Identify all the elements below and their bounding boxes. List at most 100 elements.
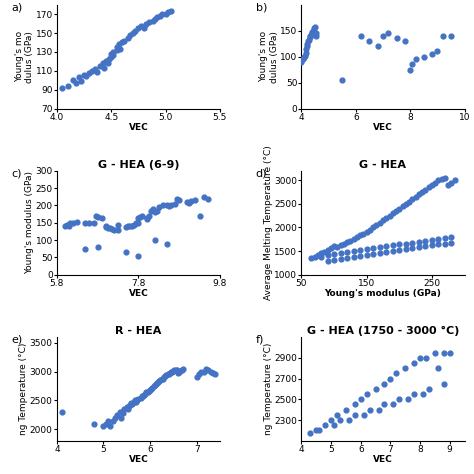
Point (441, 174, 449, 182)
Point (163, 371, 170, 379)
Point (141, 391, 148, 399)
Point (410, 390, 418, 398)
Point (135, 25, 142, 32)
Point (438, 175, 446, 183)
Point (147, 385, 155, 392)
Point (343, 248, 351, 255)
Point (357, 32, 365, 40)
Point (376, 249, 383, 257)
Point (334, 244, 341, 251)
Point (350, 253, 357, 261)
Point (175, 197, 183, 204)
Point (308, 29, 316, 37)
Point (133, 396, 141, 404)
Point (102, 223, 109, 231)
Point (128, 222, 136, 229)
Point (146, 386, 154, 394)
Point (135, 214, 142, 221)
Point (381, 401, 388, 408)
Point (149, 17, 156, 25)
Point (92, 212, 100, 219)
Point (346, 237, 354, 245)
Point (447, 239, 455, 246)
Point (169, 368, 176, 375)
Point (351, 401, 359, 408)
Point (115, 41, 123, 48)
Point (412, 193, 419, 201)
Point (119, 410, 127, 417)
Point (185, 199, 193, 207)
Point (193, 374, 201, 381)
Point (118, 414, 125, 421)
Point (440, 380, 447, 388)
Point (143, 214, 150, 221)
Point (82, 219, 89, 227)
Point (137, 394, 145, 401)
Text: d): d) (256, 169, 267, 179)
Point (363, 228, 371, 236)
Point (402, 246, 410, 253)
Point (137, 22, 145, 29)
Point (409, 245, 416, 252)
Point (445, 181, 452, 189)
Point (337, 242, 345, 249)
Point (102, 419, 109, 427)
Point (159, 375, 167, 383)
Point (324, 257, 331, 264)
Point (441, 240, 449, 247)
Point (118, 408, 126, 416)
Point (151, 382, 158, 389)
Point (330, 421, 338, 429)
Point (434, 365, 442, 372)
Point (129, 29, 137, 37)
Point (389, 210, 397, 217)
Point (373, 221, 380, 229)
Point (298, 58, 305, 65)
Point (313, 32, 320, 40)
Point (428, 181, 436, 189)
Point (314, 251, 321, 259)
Text: b): b) (256, 3, 267, 13)
Point (428, 50, 436, 58)
Point (306, 33, 313, 41)
Point (207, 368, 214, 375)
Point (301, 53, 308, 61)
Point (372, 385, 379, 392)
Point (356, 231, 364, 239)
Point (138, 392, 146, 400)
Point (100, 423, 107, 430)
Point (121, 405, 128, 413)
Point (102, 222, 109, 230)
Point (124, 34, 131, 42)
Point (401, 37, 409, 45)
Point (176, 367, 184, 375)
Point (321, 421, 329, 429)
Point (451, 176, 458, 184)
Point (140, 25, 147, 32)
Point (63, 221, 71, 228)
Point (343, 254, 351, 262)
Point (304, 40, 311, 47)
Point (73, 219, 81, 226)
Point (309, 27, 317, 35)
Point (82, 73, 90, 80)
Point (350, 235, 357, 243)
Text: f): f) (256, 335, 264, 345)
Point (146, 18, 153, 26)
Point (135, 252, 142, 259)
Point (132, 398, 140, 405)
Point (142, 20, 150, 27)
Text: e): e) (11, 335, 22, 345)
Y-axis label: Average Melting Temperature (°C): Average Melting Temperature (°C) (264, 146, 273, 300)
Point (58, 84, 66, 91)
Point (108, 53, 115, 61)
Point (163, 201, 171, 209)
Title: G - HEA (6-9): G - HEA (6-9) (98, 160, 179, 170)
Point (137, 213, 144, 220)
Point (155, 377, 163, 384)
Point (174, 369, 182, 376)
Point (392, 370, 400, 377)
Point (410, 359, 418, 367)
Point (350, 247, 357, 255)
Point (342, 406, 350, 413)
